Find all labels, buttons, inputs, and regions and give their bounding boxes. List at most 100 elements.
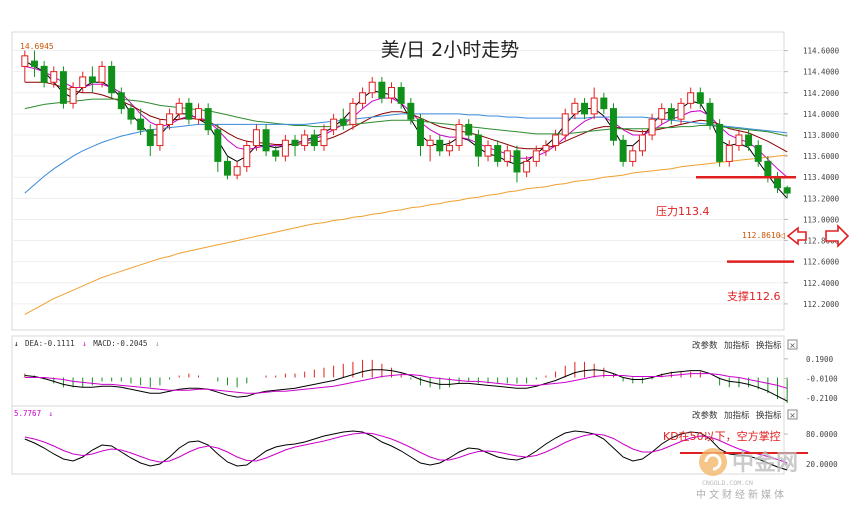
macd-add-indicator-button[interactable]: 加指标: [724, 340, 750, 351]
candle-body: [561, 113, 569, 136]
watermark-logo-swirl-icon: [704, 453, 722, 471]
ma-lines: [24, 60, 788, 315]
candle-body: [416, 118, 424, 147]
macd-edit-params-button[interactable]: 改参数: [692, 340, 718, 351]
candle-body: [687, 92, 695, 104]
watermark-name: 中金网: [732, 450, 798, 476]
candle-body: [523, 160, 531, 173]
candle-body: [166, 113, 174, 125]
ma-line-2: [24, 81, 788, 153]
price-tick-label: 114.0000: [803, 110, 840, 119]
candle-body: [677, 102, 685, 120]
candle-body: [725, 145, 733, 162]
candle-body: [127, 108, 135, 120]
macd-close-icon: ×: [789, 341, 796, 350]
candle-body: [108, 65, 116, 94]
candle-body: [455, 123, 463, 147]
candle-body: [79, 76, 87, 88]
candle-body: [397, 87, 405, 104]
ma-line-5: [24, 154, 788, 315]
kd-value: 5.7767: [14, 409, 41, 418]
price-tick-label: 113.4000: [803, 173, 840, 182]
candle-body: [619, 139, 627, 162]
candle-body: [629, 150, 637, 162]
watermark-tagline: 中文财经新媒体: [696, 488, 787, 501]
macd-axis: 0.1900 -0.0100 -0.2100: [784, 355, 838, 403]
kd-pane-buttons: 改参数 加指标 换指标 ×: [692, 409, 798, 421]
kd-add-indicator-button[interactable]: 加指标: [724, 410, 750, 421]
candle-body: [30, 60, 38, 67]
chart-title: 美/日 2小时走势: [381, 39, 520, 61]
candle-body: [532, 150, 540, 162]
price-tick-label: 112.2000: [803, 300, 840, 309]
candle-body: [774, 176, 782, 189]
candle-body: [310, 134, 318, 147]
candle-body: [542, 145, 550, 152]
candle-body: [146, 129, 154, 147]
candle-body: [436, 139, 444, 152]
candle-body: [494, 145, 502, 162]
dea-value: DEA:-0.1111: [25, 339, 75, 348]
candle-body: [349, 102, 357, 125]
watermark: 中金网 CNGOLD.COM.CN 中文财经新媒体: [696, 448, 798, 501]
main-pane-frame: [11, 31, 785, 331]
price-tick-label: 114.4000: [803, 68, 840, 77]
candle-body: [658, 108, 666, 120]
candle-body: [98, 65, 106, 83]
price-tick-label: 112.4000: [803, 279, 840, 288]
kd-close-icon: ×: [789, 411, 796, 420]
candle-body: [262, 129, 270, 152]
watermark-logo-icon: [699, 448, 727, 476]
macd-tick-label: -0.0100: [806, 374, 838, 383]
candle-body: [137, 118, 145, 131]
candle-body: [783, 187, 791, 194]
candle-body: [204, 108, 212, 131]
candle-body: [638, 134, 646, 152]
candle-body: [571, 102, 579, 115]
candle-body: [243, 145, 251, 168]
price-tick-label: 113.2000: [803, 194, 840, 203]
macd-arrow-icon: ↓: [82, 339, 87, 348]
ma-line-3: [24, 98, 788, 137]
candle-body: [667, 108, 675, 120]
price-tick-label: 114.6000: [803, 47, 840, 56]
candle-body: [330, 118, 338, 131]
candle-body: [281, 139, 289, 157]
candle-body: [465, 123, 473, 136]
candles: [21, 50, 791, 199]
kd-close-button[interactable]: [787, 409, 798, 420]
macd-histogram: [24, 359, 788, 404]
candle-body: [513, 150, 521, 173]
price-tick-label: 113.8000: [803, 131, 840, 140]
arrow-right-icon: [825, 224, 850, 248]
macd-tick-label: 0.1900: [806, 355, 834, 364]
candle-body: [764, 160, 772, 178]
kd-k-line: [24, 430, 788, 471]
candle-body: [426, 139, 434, 147]
kd-d-line: [24, 432, 788, 464]
kd-edit-params-button[interactable]: 改参数: [692, 410, 718, 421]
candle-body: [214, 129, 222, 162]
kd-axis: 80.0000 20.0000: [784, 430, 838, 469]
candle-body: [388, 87, 396, 99]
kd-arrow-icon: ↓: [49, 409, 54, 418]
kd-annotation: KD在50以下，空方掌控: [663, 429, 781, 443]
top-left-value: 14.6945: [20, 42, 54, 51]
candle-body: [484, 145, 492, 157]
arrow-left-icon: [786, 226, 807, 246]
price-tick-label: 113.6000: [803, 152, 840, 161]
candle-body: [716, 123, 724, 162]
macd-switch-indicator-button[interactable]: 换指标: [756, 340, 782, 351]
candle-body: [88, 76, 96, 83]
candle-body: [59, 71, 67, 104]
kd-switch-indicator-button[interactable]: 换指标: [756, 410, 782, 421]
candle-body: [474, 134, 482, 157]
candle-body: [50, 71, 58, 83]
candle-body: [117, 92, 125, 110]
resistance-label: 压力113.4: [656, 205, 710, 218]
kd-tick-label: 20.0000: [806, 460, 838, 469]
price-tick-label: 112.8000: [803, 237, 840, 246]
macd-close-button[interactable]: [787, 339, 798, 350]
kd-lines: [24, 430, 788, 471]
